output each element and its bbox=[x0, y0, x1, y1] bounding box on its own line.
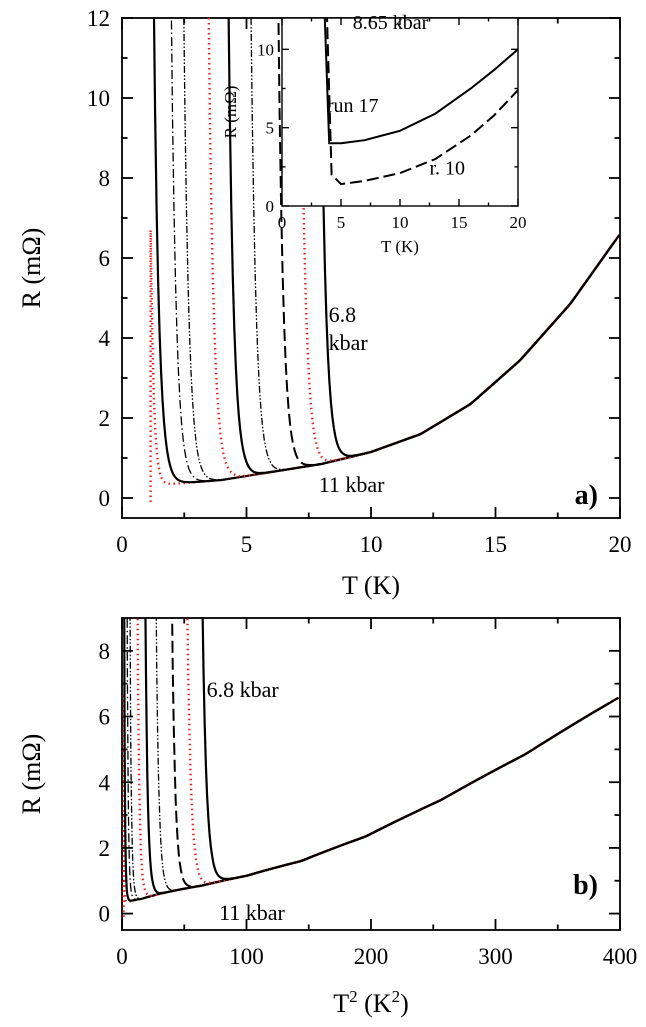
panel-a-y-tick-label: 4 bbox=[99, 326, 111, 351]
inset-y-tick-label: 5 bbox=[266, 119, 275, 138]
inset-y-tick-label: 10 bbox=[257, 40, 274, 59]
panel-a-series-group bbox=[149, 18, 620, 502]
panel-a-y-tick-label: 10 bbox=[87, 86, 110, 111]
panel-b-annotation: 11 kbar bbox=[219, 900, 285, 925]
panel-a-x-tick-label: 10 bbox=[360, 532, 383, 557]
panel-a-annotation: kbar bbox=[329, 330, 369, 355]
panel-a-x-tick-label: 15 bbox=[484, 532, 507, 557]
panel-b-y-tick-label: 6 bbox=[99, 705, 111, 730]
panel-a-inset-chart: 0 5 10 15 20 0 5 10 T (K) R (mΩ) 8.65 kbar run 17 r.… bbox=[221, 12, 527, 256]
inset-annotation: r. 10 bbox=[430, 158, 466, 180]
panel-a-y-tick-label: 12 bbox=[87, 6, 110, 31]
panel-b-plot-frame bbox=[121, 617, 621, 931]
panel-b-x-axis-title: T2 (K2) bbox=[333, 987, 409, 1018]
panel-a-y-tick-label: 2 bbox=[99, 406, 111, 431]
panel-b-y-tick-label: 8 bbox=[99, 639, 111, 664]
panel-b-series-group bbox=[122, 618, 620, 917]
panel-a-x-tick-label: 20 bbox=[609, 532, 632, 557]
panel-b-y-tick-label: 2 bbox=[99, 836, 111, 861]
panel-b-y-axis-title: R (mΩ) bbox=[17, 734, 46, 815]
panel-b-y-tick-label: 4 bbox=[99, 770, 111, 795]
panel-b-x-tick-label: 0 bbox=[116, 944, 128, 969]
panel-a-annotation: 11 kbar bbox=[319, 472, 385, 497]
panel-a-y-tick-label: 0 bbox=[99, 486, 111, 511]
panel-b-series-line bbox=[144, 618, 610, 895]
panel-b-series-line bbox=[155, 618, 617, 891]
panel-a-x-tick-label: 5 bbox=[241, 532, 253, 557]
panel-b-x-axis-title-part: (K bbox=[358, 989, 392, 1018]
panel-b-x-axis-title-part: ) bbox=[400, 989, 409, 1018]
panel-b-x-tick-label: 200 bbox=[354, 944, 389, 969]
inset-annotation: run 17 bbox=[327, 95, 379, 117]
panel-b-series-line bbox=[201, 618, 620, 880]
inset-series-line bbox=[323, 18, 518, 145]
panel-b-y-tick-label: 0 bbox=[99, 902, 111, 927]
inset-x-tick-label: 10 bbox=[392, 213, 409, 232]
panel-b-label: b) bbox=[573, 870, 598, 901]
panel-a-series-line bbox=[319, 18, 620, 457]
panel-b-x-tick-label: 400 bbox=[603, 944, 638, 969]
panel-b-series-line bbox=[123, 618, 610, 902]
panel-a-chart: 0 5 10 15 20 0 2 4 6 8 10 12 T (K) R (mΩ) 6.8 kbar 11 kb… bbox=[17, 6, 632, 600]
panel-b-x-axis-title-superscript: 2 bbox=[349, 987, 358, 1006]
inset-y-axis-title: R (mΩ) bbox=[221, 86, 240, 139]
inset-y-tick-label: 0 bbox=[266, 197, 275, 216]
panel-a-x-axis-title: T (K) bbox=[342, 571, 400, 600]
panel-b-x-axis-title-part: T bbox=[333, 989, 349, 1018]
inset-x-tick-label: 0 bbox=[278, 213, 287, 232]
inset-x-tick-label: 15 bbox=[451, 213, 468, 232]
inset-annotation: 8.65 kbar bbox=[353, 12, 429, 34]
panel-a-y-tick-label: 8 bbox=[99, 166, 111, 191]
panel-b-x-axis-title-superscript: 2 bbox=[392, 987, 401, 1006]
panel-b-x-tick-label: 300 bbox=[478, 944, 513, 969]
inset-x-tick-label: 20 bbox=[510, 213, 527, 232]
panel-a-label: a) bbox=[575, 480, 598, 511]
inset-x-tick-label: 5 bbox=[337, 213, 346, 232]
panel-a-y-axis-title: R (mΩ) bbox=[17, 228, 46, 309]
panel-a-x-tick-label: 0 bbox=[116, 532, 128, 557]
panel-a-series-line bbox=[149, 228, 619, 502]
panel-b-series-line bbox=[122, 692, 617, 917]
inset-plot-frame bbox=[281, 17, 519, 207]
panel-a-y-tick-label: 6 bbox=[99, 246, 111, 271]
inset-series-group bbox=[323, 18, 518, 186]
inset-x-axis-title: T (K) bbox=[381, 237, 419, 256]
panel-a-annotation: 6.8 bbox=[329, 302, 357, 327]
panel-b-x-tick-label: 100 bbox=[229, 944, 264, 969]
panel-b-annotation: 6.8 kbar bbox=[207, 677, 280, 702]
